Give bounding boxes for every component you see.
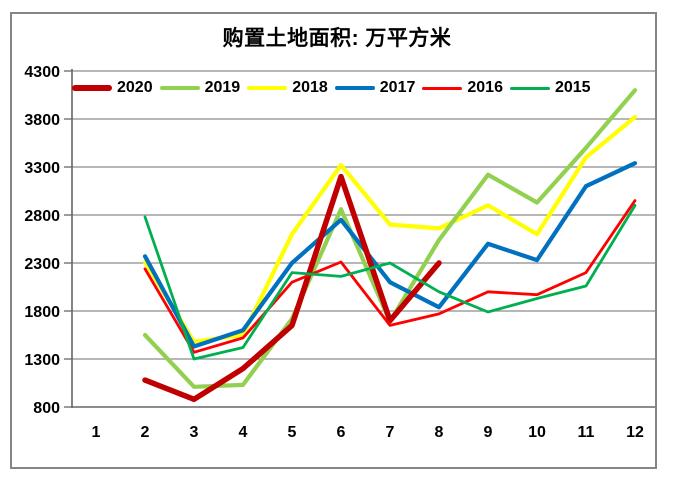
- legend-item-2017: 2017: [334, 79, 416, 96]
- y-tick-label: 3800: [24, 112, 60, 129]
- chart-legend: 2020 2019 2018 2017 2016 2015: [72, 80, 591, 96]
- x-tick-label: 11: [578, 424, 595, 441]
- series-line-2015: [143, 203, 637, 361]
- x-tick-label: 7: [386, 424, 395, 441]
- x-tick-label: 2: [141, 424, 150, 441]
- legend-label-2020: 2020: [117, 79, 153, 96]
- series-line-2018: [142, 114, 638, 344]
- x-tick-label: 6: [337, 424, 346, 441]
- legend-item-2018: 2018: [247, 80, 328, 96]
- y-tick-label: 2800: [24, 208, 60, 225]
- y-tick-label: 4300: [24, 64, 60, 81]
- x-tick-label: 9: [484, 424, 493, 441]
- legend-swatch-2020: [72, 85, 112, 91]
- legend-label-2016: 2016: [467, 79, 503, 96]
- x-tick-label: 1: [92, 424, 101, 441]
- series-line-2019: [142, 88, 638, 389]
- series-line-2017: [142, 161, 638, 349]
- series-line-2020: [142, 173, 442, 403]
- legend-swatch-2016: [422, 86, 463, 90]
- y-tick-label: 1300: [24, 352, 60, 369]
- x-tick-label: 5: [288, 424, 297, 441]
- y-tick-label: 800: [33, 400, 60, 417]
- y-tick-label: 3300: [24, 160, 60, 177]
- x-tick-label: 12: [626, 424, 644, 441]
- chart-title: 购置土地面积: 万平方米: [222, 27, 452, 50]
- y-tick-label: 2300: [24, 256, 60, 273]
- legend-item-2020: 2020: [72, 80, 153, 96]
- x-tick-label: 4: [239, 424, 248, 441]
- x-tick-label: 3: [190, 424, 199, 441]
- legend-item-2015: 2015: [509, 79, 591, 96]
- y-tick-label: 1800: [24, 304, 60, 321]
- legend-label-2018: 2018: [292, 79, 328, 96]
- legend-swatch-2019: [159, 85, 200, 91]
- legend-item-2019: 2019: [159, 79, 241, 96]
- legend-swatch-2015: [509, 86, 550, 90]
- legend-label-2015: 2015: [554, 79, 591, 96]
- x-tick-label: 8: [435, 424, 444, 441]
- legend-swatch-2017: [334, 85, 375, 91]
- x-tick-label: 10: [528, 424, 546, 441]
- legend-swatch-2018: [247, 85, 288, 91]
- legend-label-2017: 2017: [379, 79, 416, 96]
- legend-label-2019: 2019: [204, 79, 241, 96]
- series-line-2016: [143, 199, 637, 354]
- legend-item-2016: 2016: [422, 80, 503, 96]
